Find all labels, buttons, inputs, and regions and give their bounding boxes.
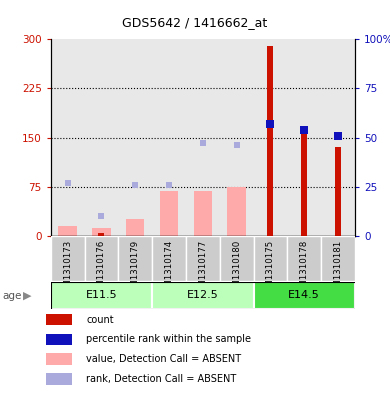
Bar: [98, 233, 105, 236]
Bar: [227, 187, 246, 236]
Point: [301, 127, 307, 133]
Text: E11.5: E11.5: [85, 290, 117, 300]
Bar: [186, 39, 220, 236]
Text: GSM1310174: GSM1310174: [165, 239, 174, 298]
Bar: [51, 39, 85, 236]
Point: [64, 180, 71, 186]
Text: E12.5: E12.5: [187, 290, 219, 300]
Bar: [186, 236, 220, 281]
Bar: [254, 282, 355, 309]
Bar: [118, 39, 152, 236]
Bar: [152, 39, 186, 236]
Text: GSM1310178: GSM1310178: [300, 239, 309, 298]
Text: percentile rank within the sample: percentile rank within the sample: [86, 334, 251, 344]
Text: E14.5: E14.5: [288, 290, 320, 300]
Bar: [152, 236, 186, 281]
Point: [166, 182, 172, 188]
Text: value, Detection Call = ABSENT: value, Detection Call = ABSENT: [86, 354, 241, 364]
Text: GDS5642 / 1416662_at: GDS5642 / 1416662_at: [122, 17, 268, 29]
Bar: [46, 353, 72, 365]
Bar: [160, 191, 178, 236]
Bar: [152, 282, 254, 309]
Bar: [126, 219, 144, 236]
Bar: [58, 226, 77, 236]
Bar: [118, 236, 152, 281]
Point: [234, 142, 240, 149]
Bar: [254, 39, 287, 236]
Text: GSM1310180: GSM1310180: [232, 239, 241, 298]
Bar: [321, 39, 355, 236]
Text: GSM1310179: GSM1310179: [131, 239, 140, 298]
Bar: [92, 228, 111, 236]
Text: GSM1310173: GSM1310173: [63, 239, 72, 298]
Bar: [254, 236, 287, 281]
Bar: [220, 236, 254, 281]
Bar: [46, 334, 72, 345]
Bar: [321, 236, 355, 281]
Text: GSM1310177: GSM1310177: [198, 239, 207, 298]
Text: GSM1310176: GSM1310176: [97, 239, 106, 298]
Bar: [51, 236, 85, 281]
Bar: [268, 46, 273, 236]
Bar: [46, 314, 72, 325]
Point: [267, 121, 273, 127]
Point: [98, 213, 105, 219]
Text: count: count: [86, 314, 113, 325]
Text: GSM1310175: GSM1310175: [266, 239, 275, 298]
Point: [200, 140, 206, 147]
Bar: [287, 39, 321, 236]
Text: ▶: ▶: [23, 290, 31, 301]
Bar: [301, 134, 307, 236]
Bar: [85, 236, 118, 281]
Bar: [193, 191, 212, 236]
Text: GSM1310181: GSM1310181: [333, 239, 342, 298]
Bar: [85, 39, 118, 236]
Text: rank, Detection Call = ABSENT: rank, Detection Call = ABSENT: [86, 374, 236, 384]
Point: [335, 132, 341, 139]
Point: [132, 182, 138, 188]
Bar: [287, 236, 321, 281]
Bar: [220, 39, 254, 236]
Text: age: age: [2, 290, 21, 301]
Bar: [335, 147, 341, 236]
Bar: [51, 282, 152, 309]
Bar: [46, 373, 72, 385]
